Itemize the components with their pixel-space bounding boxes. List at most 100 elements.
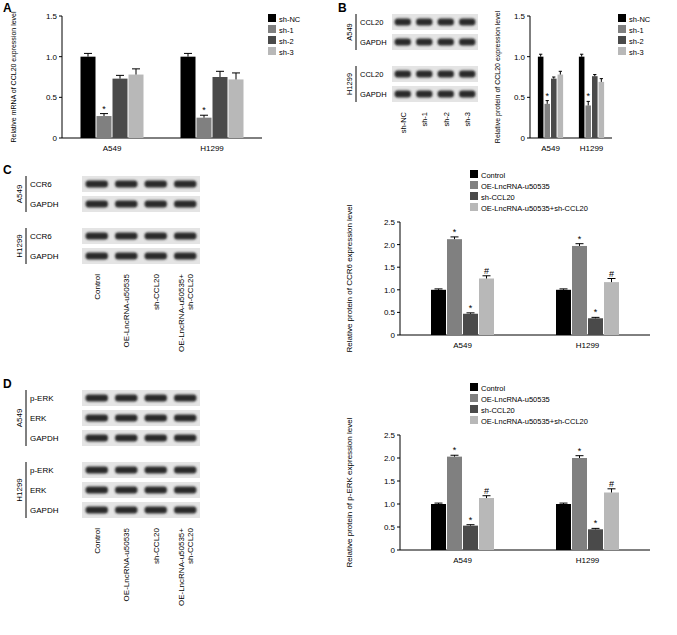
group-bracket <box>26 228 27 264</box>
band <box>416 38 432 45</box>
legend-label: sh-2 <box>279 37 294 46</box>
legend: sh-NCsh-1sh-2sh-3 <box>618 14 651 57</box>
band <box>438 70 454 77</box>
group-bracket <box>26 176 27 212</box>
y-tick-label: 1.0 <box>46 53 58 62</box>
band <box>438 38 454 45</box>
band <box>86 434 108 441</box>
band <box>86 394 108 401</box>
y-tick <box>397 222 400 223</box>
legend-swatch <box>470 405 478 413</box>
bar <box>556 290 571 335</box>
bar <box>572 246 587 335</box>
legend-swatch <box>268 14 276 22</box>
y-tick <box>397 435 400 436</box>
error-cap <box>552 77 555 78</box>
band <box>174 252 196 259</box>
y-tick <box>527 56 530 57</box>
band <box>174 180 196 187</box>
bar <box>447 457 462 550</box>
error-cap <box>132 68 140 69</box>
error-bar <box>483 496 491 498</box>
significance: # <box>484 266 489 276</box>
legend-swatch <box>470 192 478 200</box>
bar <box>538 57 544 138</box>
significance: * <box>594 307 598 317</box>
bar <box>229 79 244 138</box>
band <box>416 18 432 25</box>
group-label: H1299 <box>345 73 354 95</box>
y-tick <box>397 244 400 245</box>
error-stem <box>611 279 612 283</box>
band <box>459 90 475 97</box>
group-bracket <box>356 14 357 50</box>
legend-label: sh-CCL20 <box>481 406 515 415</box>
bar <box>588 529 603 550</box>
legend-label: sh-CCL20 <box>481 193 515 202</box>
legend-label: sh-NC <box>629 15 651 24</box>
error-bar <box>608 279 616 283</box>
lane-label: OE-LncRNA-u50535+ <box>177 274 186 352</box>
panel-letter: C <box>3 163 12 177</box>
y-tick <box>59 138 62 139</box>
band <box>459 38 475 45</box>
legend-swatch <box>618 14 626 22</box>
error-cap <box>560 288 568 289</box>
error-bar <box>184 53 192 56</box>
error-bar <box>576 244 584 246</box>
error-bar <box>608 489 616 493</box>
band <box>115 252 137 259</box>
error-bar <box>593 75 596 77</box>
band <box>115 434 137 441</box>
error-bar <box>200 115 208 117</box>
y-tick-label: 0 <box>521 134 526 143</box>
error-cap <box>435 503 443 504</box>
y-tick <box>397 481 400 482</box>
error-bar <box>560 288 568 290</box>
band <box>459 70 475 77</box>
x-tick-label: A549 <box>541 144 560 153</box>
group-bracket <box>26 462 27 518</box>
y-tick-label: 2.0 <box>384 454 396 463</box>
y-tick <box>397 527 400 528</box>
row-label: CCL20 <box>360 18 383 27</box>
error-bar <box>539 54 542 56</box>
blot: CCCR6GAPDHA549CCR6GAPDHH1299ControlOE-Ln… <box>3 163 200 352</box>
y-tick-label: 1.0 <box>384 286 396 295</box>
legend-label: sh-1 <box>629 26 644 35</box>
band <box>145 434 167 441</box>
band <box>174 466 196 473</box>
blot: BCCL20GAPDHA549CCL20GAPDHH1299sh-NCsh-1s… <box>338 1 478 133</box>
row-label: p-ERK <box>30 394 54 403</box>
band <box>438 18 454 25</box>
band <box>115 180 137 187</box>
x-tick-label: H1299 <box>580 144 604 153</box>
significance: # <box>609 479 614 489</box>
bar <box>579 57 585 138</box>
significance: * <box>578 234 582 244</box>
band <box>86 414 108 421</box>
band <box>438 90 454 97</box>
group-label: H1299 <box>15 234 24 258</box>
y-tick-label: 0.5 <box>46 93 58 102</box>
chart: A00.51.01.5Relative mRNA of CCL20 expres… <box>3 1 301 153</box>
y-tick-label: 0.5 <box>514 93 526 102</box>
row-label: ERK <box>30 486 47 495</box>
band <box>395 70 411 77</box>
legend-label: sh-3 <box>279 48 294 57</box>
bar <box>558 75 564 138</box>
y-axis <box>530 16 531 138</box>
row-label: ERK <box>30 414 47 423</box>
error-stem <box>611 489 612 493</box>
bar <box>181 57 196 138</box>
band <box>145 486 167 493</box>
y-tick-label: 1.0 <box>514 53 526 62</box>
legend-swatch <box>470 181 478 189</box>
lane-label: sh-CCL20 <box>152 527 161 564</box>
error-cap <box>593 74 596 75</box>
y-tick <box>397 289 400 290</box>
bars <box>431 455 619 550</box>
band <box>115 232 137 239</box>
error-cap <box>435 288 443 289</box>
legend-swatch <box>268 25 276 33</box>
